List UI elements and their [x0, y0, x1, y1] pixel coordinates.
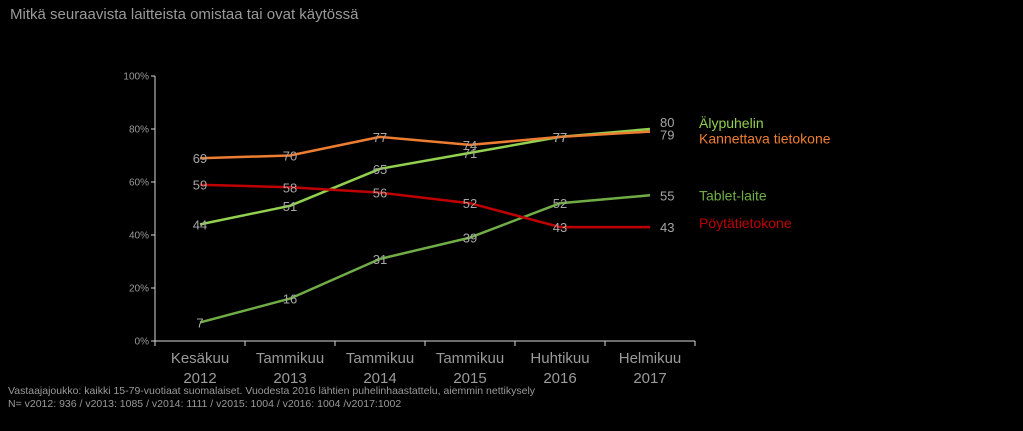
data-label: 74 [463, 138, 477, 153]
x-tick-label: Helmikuu [619, 350, 682, 367]
data-label: 70 [283, 149, 297, 164]
x-tick-label: Kesäkuu [171, 350, 229, 367]
data-label: 16 [283, 292, 297, 307]
data-label: 55 [660, 188, 674, 203]
data-label: 52 [553, 196, 567, 211]
footnote-sample-sizes: N= v2012: 936 / v2013: 1085 / v2014: 111… [8, 398, 535, 411]
data-label: 58 [283, 180, 297, 195]
x-tick-label: Huhtikuu [530, 350, 589, 367]
y-tick-label: 20% [129, 284, 149, 295]
legend-entry: Tablet-laite [699, 187, 767, 203]
footnote-sample-description: Vastaajajoukko: kaikki 15-79-vuotiaat su… [8, 385, 535, 398]
y-tick-label: 100% [123, 72, 149, 83]
legend-entry: Älypuhelin [699, 115, 764, 131]
x-tick-label: 2017 [633, 370, 666, 387]
series-line [200, 132, 650, 159]
y-tick-label: 60% [129, 178, 149, 189]
y-tick-label: 40% [129, 231, 149, 242]
data-label: 69 [193, 151, 207, 166]
series-line [200, 195, 650, 322]
data-label: 77 [373, 130, 387, 145]
data-label: 56 [373, 186, 387, 201]
data-label: 39 [463, 231, 477, 246]
x-tick-label: Tammikuu [436, 350, 504, 367]
data-label: 7 [196, 315, 203, 330]
data-label: 31 [373, 252, 387, 267]
data-label: 44 [193, 217, 207, 232]
data-label: 65 [373, 162, 387, 177]
x-tick-label: 2016 [543, 370, 576, 387]
x-tick-label: Tammikuu [346, 350, 414, 367]
legend-entry: Pöytätietokone [699, 215, 792, 231]
series-line [200, 129, 650, 224]
data-label: 43 [660, 220, 674, 235]
data-label: 43 [553, 220, 567, 235]
x-tick-label: Tammikuu [256, 350, 324, 367]
data-label: 59 [193, 178, 207, 193]
data-label: 79 [660, 128, 674, 143]
data-label: 52 [463, 196, 477, 211]
series-line [200, 185, 650, 227]
y-tick-label: 80% [129, 125, 149, 136]
y-tick-label: 0% [135, 337, 150, 348]
data-label: 77 [553, 130, 567, 145]
data-label: 51 [283, 199, 297, 214]
legend-entry: Kannettava tietokone [699, 131, 831, 147]
footnote: Vastaajajoukko: kaikki 15-79-vuotiaat su… [8, 385, 535, 411]
